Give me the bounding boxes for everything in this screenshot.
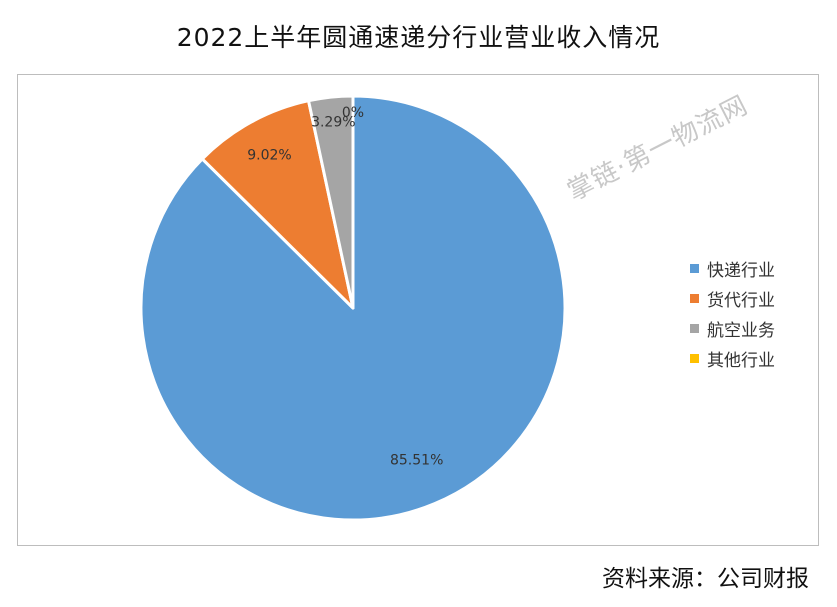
legend-swatch xyxy=(690,293,699,303)
legend-item-2: 货代行业 xyxy=(690,283,775,313)
legend-label: 货代行业 xyxy=(707,290,775,311)
legend-label: 快递行业 xyxy=(707,260,775,281)
legend-swatch xyxy=(690,323,699,333)
legend-item-3: 航空业务 xyxy=(690,313,775,343)
chart-frame xyxy=(17,74,819,546)
legend-item-1: 快递行业 xyxy=(690,253,775,283)
data-label-slice-1: 85.51% xyxy=(390,453,443,469)
chart-title: 2022上半年圆通速递分行业营业收入情况 xyxy=(176,23,661,52)
data-label-slice-3: 3.29% xyxy=(311,114,355,130)
legend-swatch xyxy=(690,263,699,273)
legend-label: 航空业务 xyxy=(707,320,775,341)
legend-swatch xyxy=(690,353,699,363)
data-label-slice-2: 9.02% xyxy=(247,148,291,164)
legend-label: 其他行业 xyxy=(707,350,775,371)
source-note: 资料来源：公司财报 xyxy=(602,566,809,592)
pie-slice-2 xyxy=(200,99,355,310)
legend-item-4: 其他行业 xyxy=(690,343,775,373)
chart-legend: 快递行业货代行业航空业务其他行业 xyxy=(690,253,775,373)
data-label-slice-4: 0% xyxy=(342,105,364,121)
pie-slice-3 xyxy=(307,94,355,310)
